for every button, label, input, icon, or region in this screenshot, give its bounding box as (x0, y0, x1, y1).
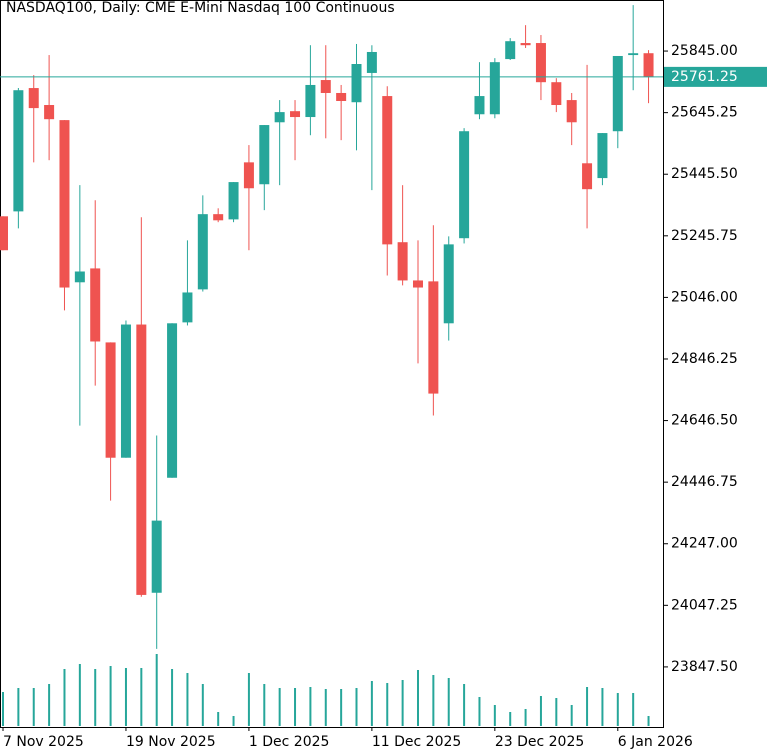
candle-body (120, 324, 131, 458)
candle-body (105, 342, 116, 458)
candle-body (182, 292, 193, 323)
candle-body (582, 163, 593, 190)
last-price-label: 25761.25 (671, 69, 738, 85)
candle-body (612, 55, 623, 132)
x-tick-label: 1 Dec 2025 (249, 734, 330, 750)
y-tick-label: 25046.00 (671, 289, 738, 305)
candle-body (0, 216, 8, 251)
candle-body (628, 53, 639, 56)
candle-body (566, 100, 577, 123)
candle-body (228, 182, 239, 220)
candle-body (28, 88, 39, 109)
x-tick-label: 11 Dec 2025 (372, 734, 461, 750)
candle-body (74, 271, 85, 283)
last-price-badge (664, 66, 767, 87)
x-tick-label: 7 Nov 2025 (3, 734, 84, 750)
candle-body (197, 214, 208, 290)
candle-body (459, 131, 470, 239)
candle-body (474, 96, 485, 115)
candle-body (366, 51, 377, 73)
y-tick-label: 24247.00 (671, 536, 738, 552)
candle-body (151, 520, 162, 593)
candle-body (243, 162, 254, 189)
y-tick-label: 25445.50 (671, 166, 738, 182)
candle-body (305, 84, 316, 118)
x-tick-label: 6 Jan 2026 (618, 734, 693, 750)
y-tick-label: 24846.25 (671, 351, 738, 367)
x-tick-label: 23 Dec 2025 (495, 734, 584, 750)
candle-body (412, 280, 423, 288)
y-tick-label: 25645.25 (671, 105, 738, 121)
candle-body (336, 92, 347, 102)
candle-body (597, 133, 608, 179)
plot-frame (0, 0, 664, 728)
candle-body (520, 43, 531, 46)
candle-body (213, 214, 224, 221)
candle-body (382, 96, 393, 245)
y-tick-label: 23847.50 (671, 659, 738, 675)
candle-body (443, 244, 454, 324)
candle-body (643, 53, 654, 77)
candle-body (397, 242, 408, 281)
candle-body (489, 62, 500, 115)
candle-body (351, 64, 362, 103)
candle-body (290, 111, 301, 118)
candle-body (274, 112, 285, 123)
y-tick-label: 24047.25 (671, 597, 738, 613)
candle-body (551, 82, 562, 106)
candle-body (167, 323, 178, 478)
candle-body (259, 125, 270, 185)
candle-body (44, 105, 55, 120)
y-tick-label: 25245.75 (671, 228, 738, 244)
y-tick-label: 24646.50 (671, 413, 738, 429)
x-tick-label: 19 Nov 2025 (126, 734, 216, 750)
candle-body (535, 43, 546, 83)
candle-body (320, 80, 331, 93)
candle-body (136, 324, 147, 595)
y-tick-label: 24446.75 (671, 474, 738, 490)
candle-body (13, 90, 24, 212)
candle-body (428, 281, 439, 394)
candle-body (90, 268, 101, 342)
y-tick-label: 25845.00 (671, 43, 738, 59)
chart-title: NASDAQ100, Daily: CME E-Mini Nasdaq 100 … (6, 0, 395, 16)
candle-body (59, 120, 70, 288)
candle-body (505, 41, 516, 60)
